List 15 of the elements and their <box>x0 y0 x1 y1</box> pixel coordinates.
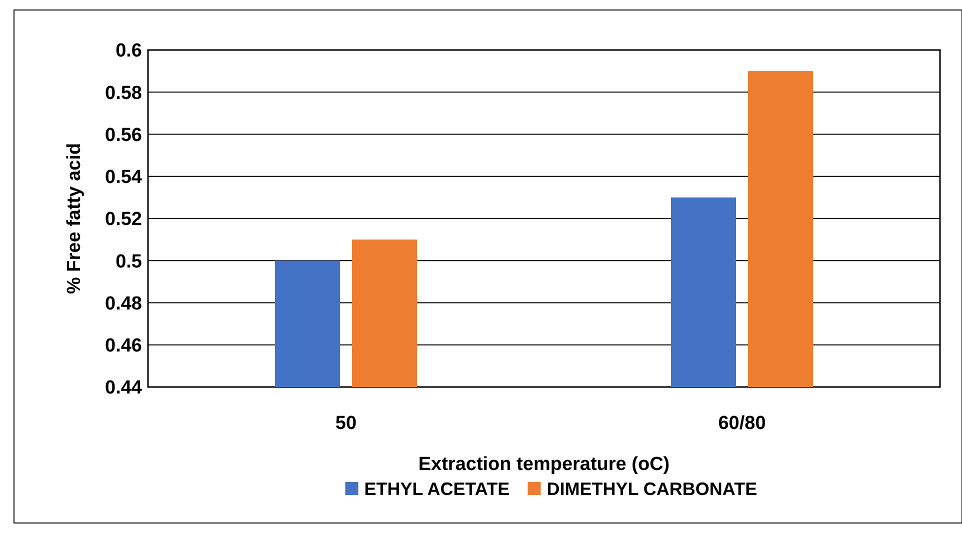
y-tick-label: 0.46 <box>105 336 142 357</box>
y-tick-label: 0.48 <box>105 293 142 314</box>
y-tick-label: 0.58 <box>105 82 142 104</box>
y-axis-title: % Free fatty acid <box>64 143 85 294</box>
y-tick-label: 0.52 <box>105 209 142 230</box>
x-tick-label: 60/80 <box>718 413 766 434</box>
y-tick-label: 0.6 <box>116 40 142 62</box>
x-tick-label: 50 <box>335 413 357 434</box>
legend-label: ETHYL ACETATE <box>364 479 510 499</box>
x-axis-title: Extraction temperature (oC) <box>418 454 670 475</box>
y-tick-label: 0.56 <box>105 124 142 146</box>
y-tick-label: 0.5 <box>116 251 142 272</box>
legend-label: DIMETHYL CARBONATE <box>546 479 758 499</box>
y-tick-label: 0.44 <box>105 378 142 399</box>
y-tick-label: 0.54 <box>105 167 142 188</box>
